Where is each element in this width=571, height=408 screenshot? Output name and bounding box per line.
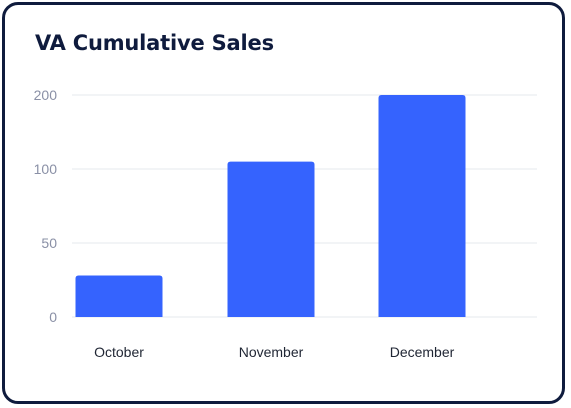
chart-title: VA Cumulative Sales: [35, 31, 274, 55]
y-tick-label: 0: [49, 309, 57, 325]
x-tick-label: November: [239, 344, 304, 360]
y-tick-label: 100: [34, 161, 58, 177]
bar-november: [227, 161, 315, 317]
y-tick-label: 200: [34, 87, 58, 103]
x-tick-label: October: [94, 344, 144, 360]
y-tick-label: 50: [41, 235, 57, 251]
bar-december: [378, 95, 466, 317]
x-tick-label: December: [390, 344, 455, 360]
bar-october: [75, 275, 163, 317]
